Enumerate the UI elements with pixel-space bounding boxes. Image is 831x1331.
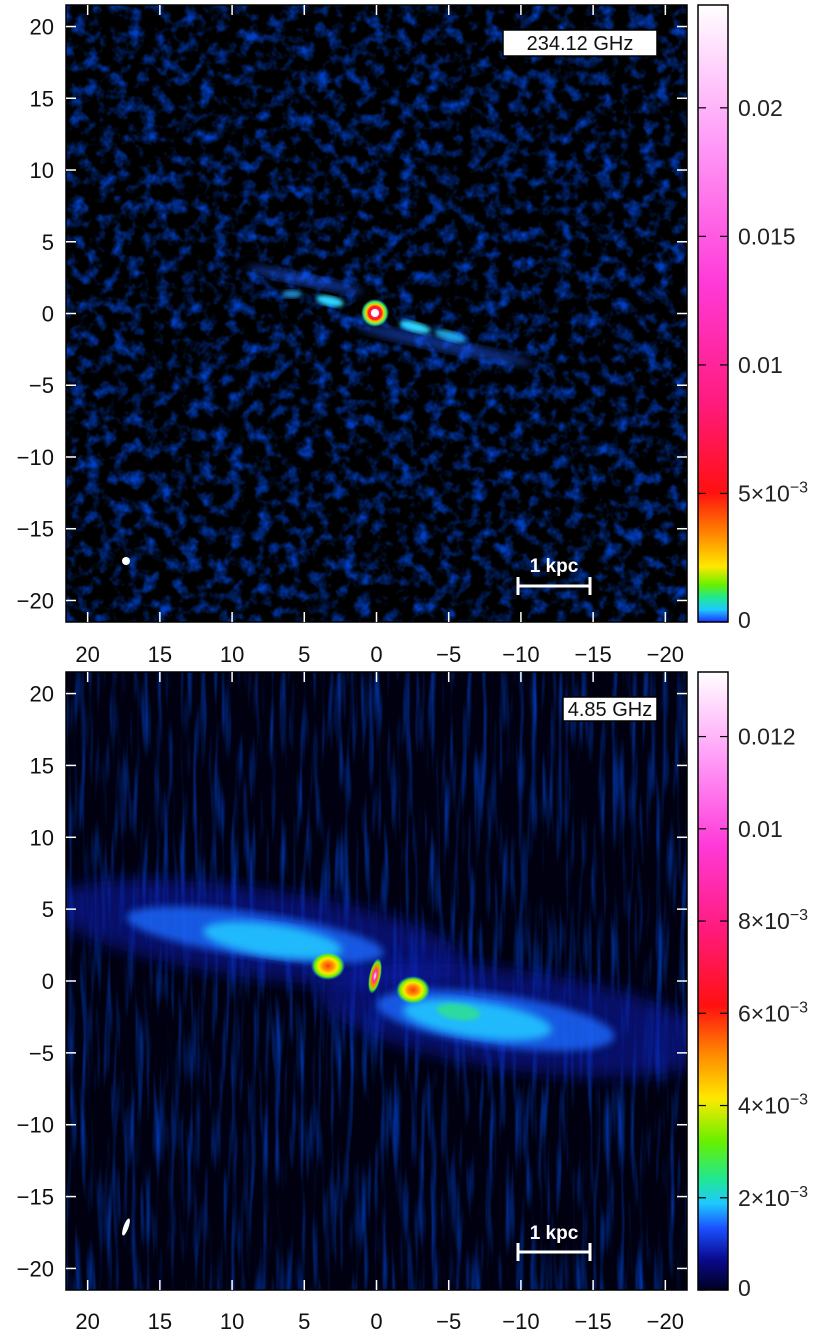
top-colorbar: [697, 4, 729, 623]
y-tick-label: 0: [42, 969, 54, 994]
bottom-scale-bar: [516, 1243, 592, 1261]
x-tick-label: −5: [436, 642, 461, 667]
x-tick-label: −15: [574, 642, 611, 667]
y-tick-label: 20: [30, 15, 54, 40]
x-tick-label: −20: [647, 1309, 684, 1331]
x-tick-label: 5: [298, 642, 310, 667]
bottom-axis-ticks: 20 15 10 5 0 −5 −10 −15 −20 20 15 10 5 0 −5 −10 −15 −20: [17, 672, 687, 1331]
y-tick-label: −10: [17, 1113, 54, 1138]
bottom-frequency-label: 4.85 GHz: [568, 699, 652, 721]
top-scale-bar-label: 1 kpc: [530, 556, 579, 577]
x-tick-label: 10: [220, 642, 244, 667]
colorbar-tick-label: 5×10−3: [738, 479, 808, 506]
x-tick-label: 10: [220, 1309, 244, 1331]
colorbar-tick-label: 0.01: [738, 816, 783, 842]
y-tick-label: −5: [29, 373, 54, 398]
y-tick-label: 15: [30, 753, 54, 778]
y-tick-label: −15: [17, 1185, 54, 1210]
colorbar-tick-label: 0.012: [738, 724, 796, 750]
bottom-colorbar: [697, 671, 729, 1291]
y-tick-label: −15: [17, 517, 54, 542]
colorbar-tick-label: 8×10−3: [738, 907, 808, 934]
bottom-colorbar-ticks: 0 2×10−3 4×10−3 6×10−3 8×10−3 0.01 0.012: [698, 724, 808, 1301]
colorbar-tick-label: 0: [738, 607, 751, 633]
y-tick-label: 5: [42, 230, 54, 255]
y-tick-label: −5: [29, 1041, 54, 1066]
x-tick-label: 0: [370, 642, 382, 667]
y-tick-label: 0: [42, 302, 54, 327]
bottom-core: [368, 958, 382, 994]
top-frequency-label: 234.12 GHz: [527, 33, 634, 55]
y-tick-label: 5: [42, 897, 54, 922]
top-jet: [246, 266, 533, 366]
bottom-scale-bar-label: 1 kpc: [530, 1223, 579, 1244]
y-tick-label: −20: [17, 1256, 54, 1281]
y-tick-label: 20: [30, 682, 54, 707]
y-tick-label: −20: [17, 588, 54, 613]
x-tick-label: 20: [75, 642, 99, 667]
colorbar-tick-label: 6×10−3: [738, 999, 808, 1026]
bottom-map-image: 4.85 GHz 1 kpc: [66, 672, 687, 1290]
top-axis-ticks: 20 15 10 5 0 −5 −10 −15 −20 20 15 10 5 0 −5 −10 −15 −20: [17, 5, 687, 667]
x-tick-label: 5: [298, 1309, 310, 1331]
bottom-west-knot: [396, 976, 430, 1004]
bottom-east-knot: [311, 952, 345, 980]
x-tick-label: −15: [574, 1309, 611, 1331]
colorbar-tick-label: 0.015: [738, 223, 796, 249]
bottom-beam-ellipse: [122, 1218, 130, 1236]
y-tick-label: 10: [30, 158, 54, 183]
bottom-panel: 4.85 GHz 1 kpc 20 15 10 5 0 −5 −10 −15 −20 20 15 10…: [17, 671, 808, 1331]
top-scale-bar: [516, 577, 592, 595]
colorbar-tick-label: 0: [738, 1275, 751, 1301]
x-tick-label: 0: [370, 1309, 382, 1331]
colorbar-tick-label: 4×10−3: [738, 1092, 808, 1119]
top-map-image: 234.12 GHz 1 kpc: [66, 5, 687, 622]
top-panel: 234.12 GHz 1 kpc 20 15 10 5 0 −5 −10 −15 −20 20 15…: [17, 4, 808, 667]
x-tick-label: 15: [148, 642, 172, 667]
top-colorbar-ticks: 0 5×10−3 0.01 0.015 0.02: [698, 95, 808, 633]
x-tick-label: 15: [148, 1309, 172, 1331]
x-tick-label: −10: [502, 1309, 539, 1331]
colorbar-tick-label: 0.02: [738, 95, 783, 121]
colorbar-tick-label: 0.01: [738, 352, 783, 378]
y-tick-label: 10: [30, 825, 54, 850]
top-beam-ellipse: [122, 557, 130, 565]
y-tick-label: 15: [30, 86, 54, 111]
x-tick-label: −10: [502, 642, 539, 667]
colorbar-tick-label: 2×10−3: [738, 1184, 808, 1211]
y-tick-label: −10: [17, 445, 54, 470]
x-tick-label: −20: [647, 642, 684, 667]
x-tick-label: 20: [75, 1309, 99, 1331]
x-tick-label: −5: [436, 1309, 461, 1331]
